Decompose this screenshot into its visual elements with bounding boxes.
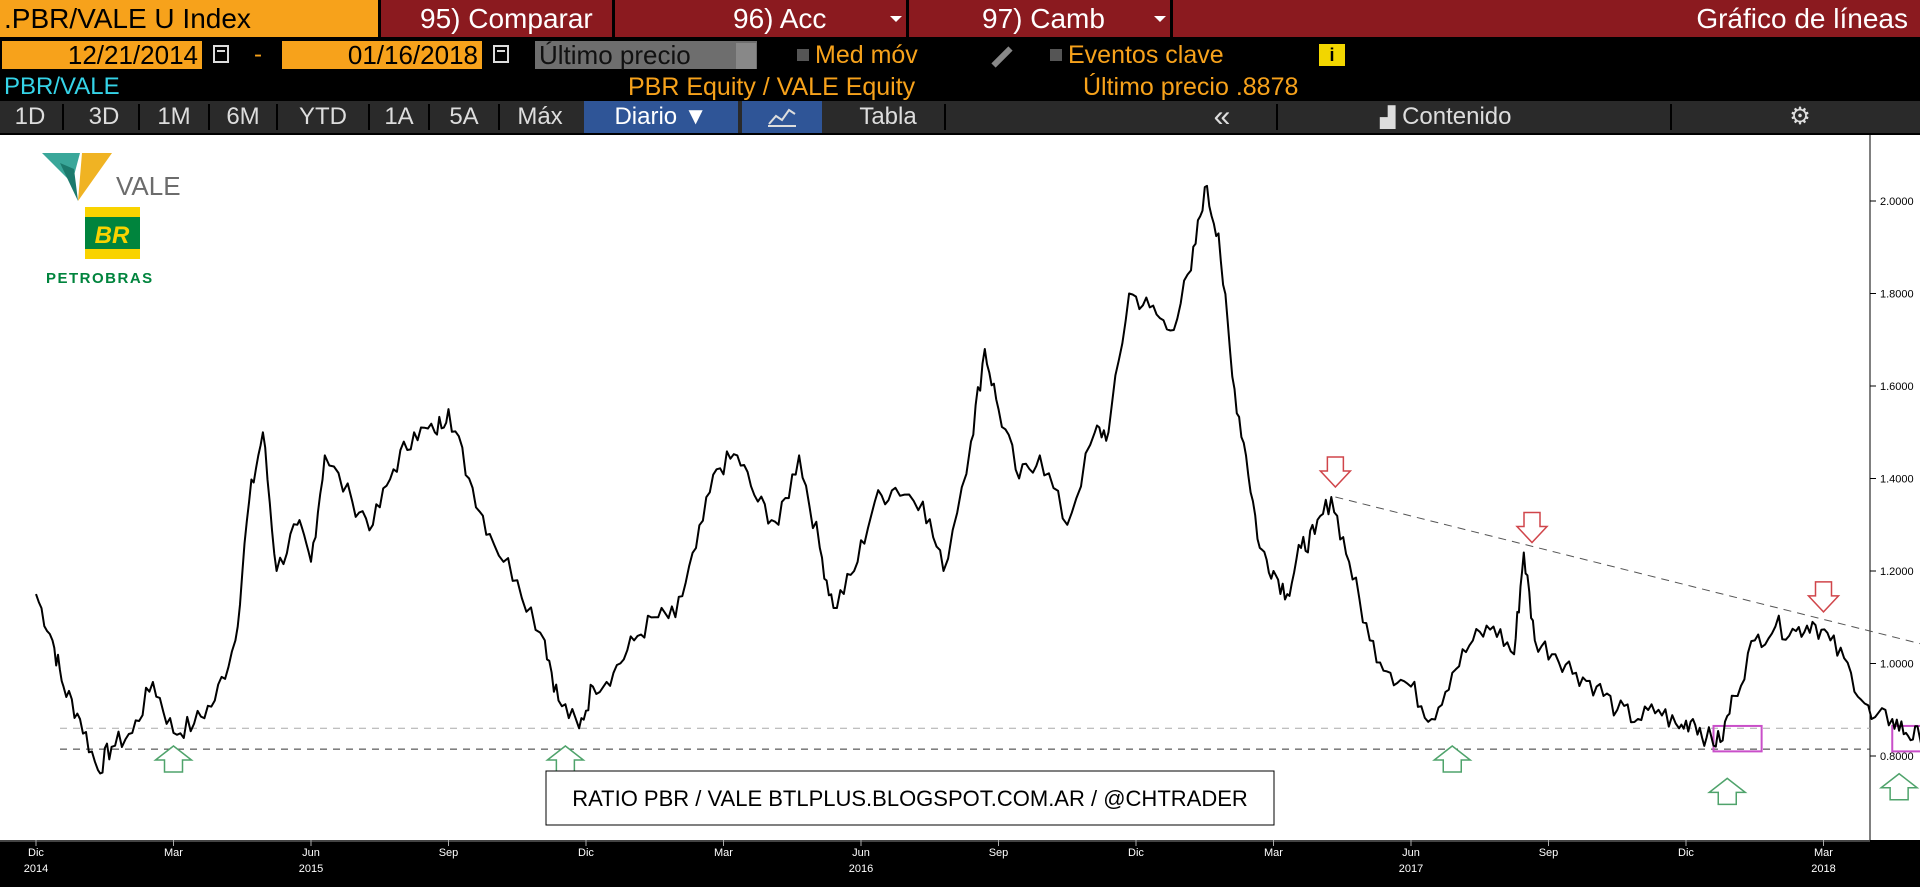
select-arrow-icon[interactable] <box>736 43 756 69</box>
moving-avg-label: Med móv <box>815 41 918 69</box>
y-tick-label: 0.8000 <box>1880 751 1914 763</box>
x-tick-month: Dic <box>28 847 44 859</box>
y-tick-label: 2.0000 <box>1880 196 1914 208</box>
resistance-trendline <box>1335 496 1920 645</box>
x-tick-year: 2015 <box>299 863 323 875</box>
line-chart-icon[interactable] <box>742 101 822 133</box>
price-field-value: Último precio <box>539 40 691 70</box>
up-arrow-icon <box>153 745 194 773</box>
acc-dropdown-icon[interactable] <box>890 16 902 22</box>
chart-annotations <box>60 456 1920 806</box>
x-tick-month: Sep <box>989 847 1009 859</box>
vale-logo: VALE <box>42 153 181 201</box>
x-tick-month: Mar <box>164 847 183 859</box>
period-1m[interactable]: 1M <box>157 103 191 130</box>
pencil-icon[interactable] <box>991 46 1013 68</box>
contents-label: Contenido <box>1402 103 1512 130</box>
vale-logo-text: VALE <box>116 171 181 201</box>
down-arrow-icon <box>1318 456 1353 489</box>
period-1a[interactable]: 1A <box>384 103 414 130</box>
legend-row: PBR/VALE PBR Equity / VALE Equity Último… <box>0 71 1920 101</box>
camb-button[interactable]: 97) Camb <box>982 3 1105 34</box>
x-tick-year: 2018 <box>1811 863 1835 875</box>
down-arrow-icon <box>1806 581 1841 613</box>
highlight-box <box>1712 724 1763 753</box>
price-field-select[interactable]: Último precio <box>535 41 757 69</box>
series-description: PBR Equity / VALE Equity <box>628 73 916 101</box>
annotation-box <box>545 770 1275 826</box>
chart-kind-label: Gráfico de líneas <box>1696 3 1908 34</box>
ticker-label: PBR/VALE <box>4 73 120 100</box>
info-icon[interactable]: i <box>1319 44 1345 66</box>
title-bar: .PBR/VALE U Index 95) Comparar 96) Acc 9… <box>0 0 1920 37</box>
gear-icon[interactable]: ⚙ <box>1789 103 1811 130</box>
x-tick-month: Jun <box>302 847 320 859</box>
compare-button[interactable]: 95) Comparar <box>420 3 593 34</box>
divider <box>1170 0 1173 37</box>
x-tick-month: Sep <box>1539 847 1559 859</box>
security-title[interactable]: .PBR/VALE U Index <box>0 0 378 37</box>
chart-icon: ▟ <box>1380 107 1396 129</box>
x-axis: Dic 2014 Mar Jun 2015 Sep Dic Mar Jun 2016 Sep Dic M… <box>0 840 1920 882</box>
x-tick-month: Dic <box>578 847 594 859</box>
contents-button[interactable]: ▟ Contenido <box>1380 101 1580 133</box>
y-tick-label: 1.2000 <box>1880 566 1914 578</box>
calendar-icon[interactable] <box>493 45 509 63</box>
br-logo-text: BR <box>95 222 130 249</box>
annotation-text: RATIO PBR / VALE BTLPLUS.BLOGSPOT.COM.AR… <box>572 786 1248 811</box>
up-arrow-icon <box>1707 777 1748 806</box>
down-arrow-icon <box>1515 511 1549 544</box>
plot-background <box>0 135 1870 842</box>
divider <box>378 0 381 37</box>
x-tick-year: 2016 <box>849 863 873 875</box>
key-events-label: Eventos clave <box>1068 41 1224 69</box>
up-arrow-icon <box>1432 745 1473 773</box>
key-events-checkbox[interactable] <box>1050 49 1062 61</box>
x-tick-month: Dic <box>1128 847 1144 859</box>
divider <box>906 0 909 37</box>
period-3d[interactable]: 3D <box>88 103 120 130</box>
period-ytd[interactable]: YTD <box>299 103 347 130</box>
moving-avg-checkbox[interactable] <box>797 49 809 61</box>
camb-dropdown-icon[interactable] <box>1154 16 1166 22</box>
x-tick-month: Jun <box>852 847 870 859</box>
x-tick-month: Jun <box>1402 847 1420 859</box>
calendar-icon[interactable] <box>213 45 229 63</box>
divider <box>612 0 615 37</box>
y-tick-label: 1.4000 <box>1880 474 1914 486</box>
y-axis-ticks: 2.0000 1.8000 1.6000 1.4000 1.2000 1.0000 0.80… <box>1870 196 1914 763</box>
x-tick-month: Mar <box>1264 847 1283 859</box>
x-tick-year: 2017 <box>1399 863 1423 875</box>
x-tick-month: Sep <box>439 847 459 859</box>
petrobras-logo: BR PETROBRAS <box>46 207 154 287</box>
date-dash: - <box>254 41 262 68</box>
collapse-icon[interactable]: « <box>1213 100 1231 133</box>
period-5a[interactable]: 5A <box>449 103 479 130</box>
start-date-field[interactable]: 12/21/2014 <box>2 41 202 69</box>
x-tick-month: Mar <box>1814 847 1833 859</box>
frequency-dropdown[interactable]: Diario ▼ <box>584 101 738 133</box>
y-tick-label: 1.8000 <box>1880 289 1914 301</box>
y-tick-label: 1.0000 <box>1880 659 1914 671</box>
period-1d[interactable]: 1D <box>14 103 46 130</box>
x-tick-month: Mar <box>714 847 733 859</box>
x-tick-year: 2014 <box>24 863 48 875</box>
period-max[interactable]: Máx <box>517 103 563 130</box>
last-price-label: Último precio .8878 <box>1083 73 1299 101</box>
x-tick-month: Dic <box>1678 847 1694 859</box>
series-line <box>35 184 1920 775</box>
y-tick-label: 1.6000 <box>1880 381 1914 393</box>
table-button[interactable]: Tabla <box>859 103 917 130</box>
acc-button[interactable]: 96) Acc <box>733 3 827 34</box>
petrobras-logo-text: PETROBRAS <box>46 270 154 287</box>
end-date-field[interactable]: 01/16/2018 <box>282 41 482 69</box>
period-6m[interactable]: 6M <box>226 103 260 130</box>
up-arrow-icon <box>1878 772 1920 801</box>
line-chart: 2.0000 1.8000 1.6000 1.4000 1.2000 1.0000 0.80… <box>0 135 1920 842</box>
date-controls: 12/21/2014 - 01/16/2018 Último precio Me… <box>0 37 1920 71</box>
chart-area: 2.0000 1.8000 1.6000 1.4000 1.2000 1.0000 0.80… <box>0 135 1920 842</box>
toolbar: 1D 3D 1M 6M YTD 1A 5A Máx Diario ▼ Tabla… <box>0 101 1920 133</box>
